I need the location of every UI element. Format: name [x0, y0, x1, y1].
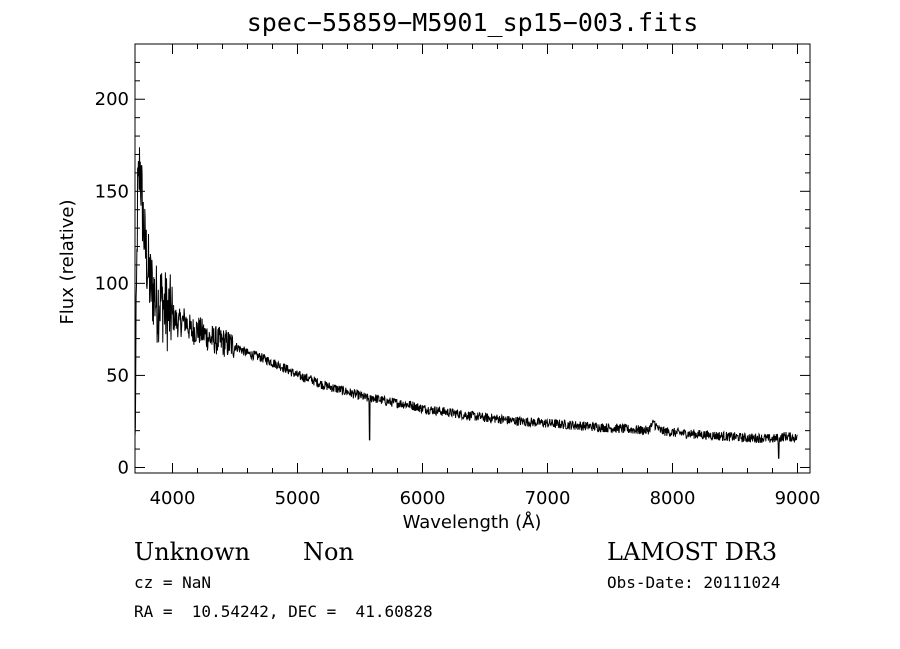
x-tick-label: 5000	[275, 488, 321, 509]
x-tick-label: 6000	[400, 488, 446, 509]
x-tick-label: 8000	[650, 488, 696, 509]
survey-name-label: LAMOST DR3	[607, 538, 778, 566]
spectrum-line	[134, 147, 798, 459]
plot-frame	[134, 43, 811, 474]
y-tick-label: 0	[118, 457, 129, 478]
x-tick-label: 9000	[775, 488, 821, 509]
x-tick-label: 4000	[150, 488, 196, 509]
y-tick-label: 200	[95, 89, 129, 110]
x-axis-label: Wavelength (Å)	[403, 511, 542, 533]
y-tick-label: 150	[95, 181, 129, 202]
object-subclass-label: Non	[303, 538, 354, 566]
object-class-label: Unknown	[134, 538, 251, 566]
y-tick-label: 100	[95, 273, 129, 294]
y-axis-label: Flux (relative)	[57, 199, 78, 324]
axis-tick-labels: 4000 5000 6000 7000 8000 9000 0 50 100 150 200	[95, 89, 821, 509]
chart-title: spec−55859−M5901_sp15−003.fits	[246, 8, 699, 37]
obs-date-label: Obs-Date: 20111024	[607, 573, 781, 592]
coordinates-label: RA = 10.54242, DEC = 41.60828	[134, 602, 433, 621]
axis-ticks	[135, 44, 810, 473]
redshift-label: cz = NaN	[134, 573, 212, 592]
y-tick-label: 50	[106, 365, 129, 386]
x-tick-label: 7000	[525, 488, 571, 509]
